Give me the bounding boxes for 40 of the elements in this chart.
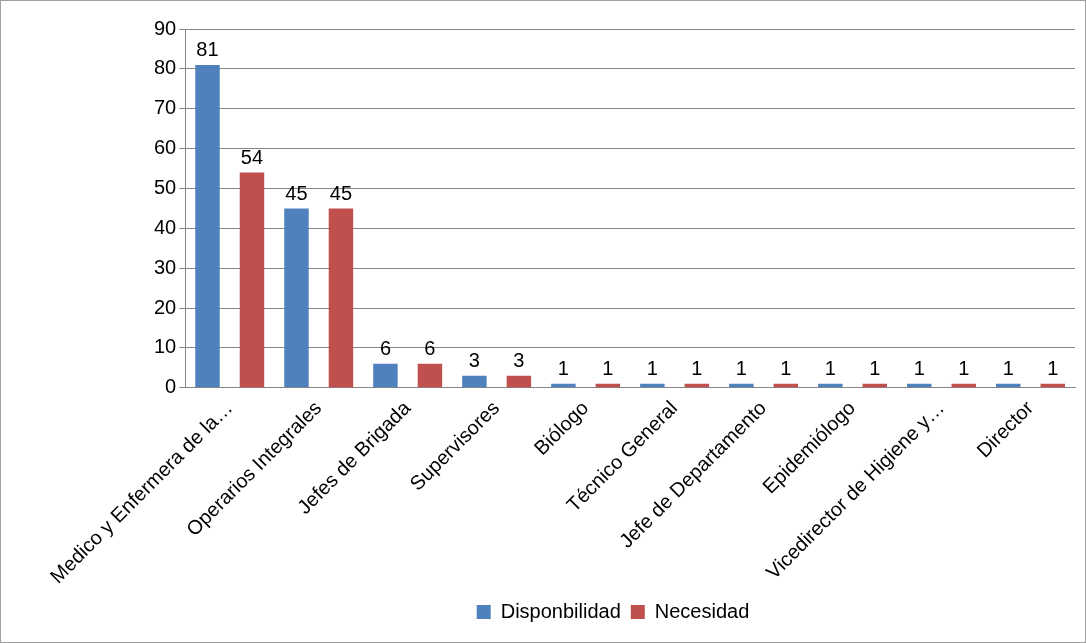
- data-label: 45: [285, 181, 308, 204]
- data-label: 1: [557, 357, 569, 380]
- bar: [506, 375, 532, 388]
- data-label: 1: [780, 357, 792, 380]
- data-label: 1: [958, 357, 970, 380]
- data-label: 1: [869, 357, 881, 380]
- bar: [239, 172, 265, 388]
- legend-label: Necesidad: [654, 599, 750, 622]
- data-label: 1: [913, 357, 925, 380]
- y-tick-label: 10: [154, 335, 177, 358]
- data-label: 3: [513, 349, 525, 372]
- data-label: 6: [379, 337, 391, 360]
- data-label: 45: [329, 181, 353, 204]
- bar: [284, 208, 309, 388]
- data-label: 1: [691, 357, 703, 380]
- data-label: 6: [424, 337, 436, 360]
- data-label: 1: [646, 357, 658, 380]
- data-label: 1: [824, 357, 836, 380]
- y-tick-label: 40: [154, 215, 177, 238]
- data-label: 1: [1047, 357, 1059, 380]
- data-label: 81: [196, 38, 219, 61]
- data-label: 1: [735, 357, 747, 380]
- bar: [328, 208, 354, 388]
- data-label: 1: [1002, 357, 1014, 380]
- data-label: 54: [240, 146, 264, 169]
- y-tick-label: 80: [154, 56, 177, 79]
- bar: [373, 363, 398, 388]
- data-label: 1: [602, 357, 614, 380]
- data-label: 3: [468, 349, 480, 372]
- y-tick-label: 0: [165, 375, 177, 398]
- bar: [195, 64, 220, 388]
- y-tick-label: 30: [154, 255, 177, 278]
- legend-label: Disponbilidad: [500, 599, 621, 622]
- y-tick-label: 50: [154, 175, 177, 198]
- bar: [462, 375, 487, 388]
- y-tick-label: 70: [154, 96, 177, 119]
- bar: [417, 363, 443, 388]
- y-tick-label: 20: [154, 295, 177, 318]
- y-tick-label: 60: [154, 136, 177, 159]
- y-tick-label: 90: [154, 16, 177, 39]
